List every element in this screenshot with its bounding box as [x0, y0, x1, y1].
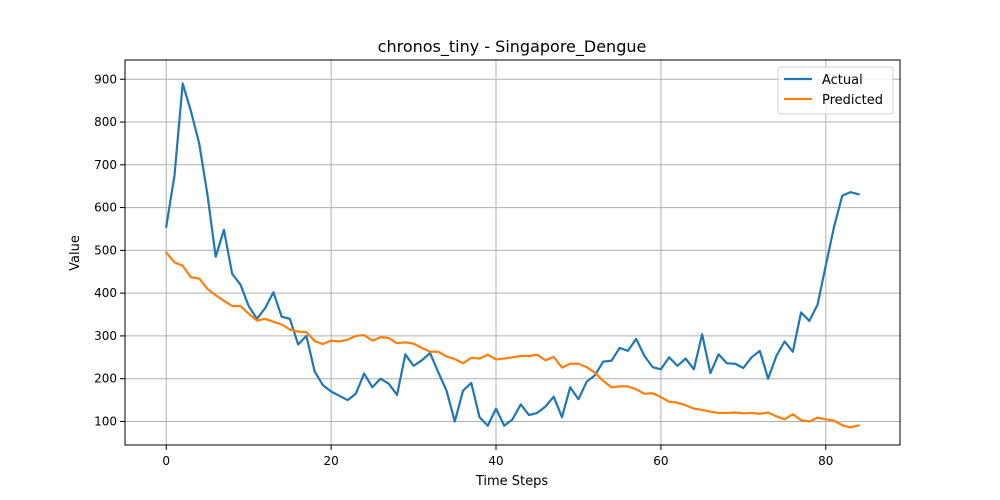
x-tick-label: 20	[323, 454, 338, 468]
x-tick-label: 0	[162, 454, 170, 468]
y-tick-label: 900	[94, 72, 117, 86]
series-line-predicted	[165, 251, 860, 429]
x-tick-label: 40	[488, 454, 503, 468]
chart-title: chronos_tiny - Singapore_Dengue	[378, 37, 647, 57]
legend-label-actual: Actual	[822, 73, 863, 88]
y-axis-label: Value	[68, 235, 83, 271]
y-tick-label: 800	[94, 115, 117, 129]
grid	[125, 60, 900, 445]
y-tick-label: 100	[94, 414, 117, 428]
plot-frame	[124, 59, 901, 446]
y-tick-label: 300	[94, 329, 117, 343]
x-tick-label: 60	[653, 454, 668, 468]
series-layer	[165, 82, 860, 429]
y-tick-label: 200	[94, 372, 117, 386]
y-tick-label: 500	[94, 243, 117, 257]
y-tick-label: 600	[94, 201, 117, 215]
series-line-actual	[165, 82, 860, 427]
legend: Actual Predicted	[777, 66, 894, 115]
legend-label-predicted: Predicted	[822, 93, 883, 108]
x-tick-label: 80	[818, 454, 833, 468]
x-axis: 0 20 40 60 80	[162, 445, 833, 468]
y-axis: 100 200 300 400 500 600 700 800 900	[94, 72, 125, 428]
y-tick-label: 700	[94, 158, 117, 172]
y-tick-label: 400	[94, 286, 117, 300]
x-axis-label: Time Steps	[475, 474, 549, 489]
